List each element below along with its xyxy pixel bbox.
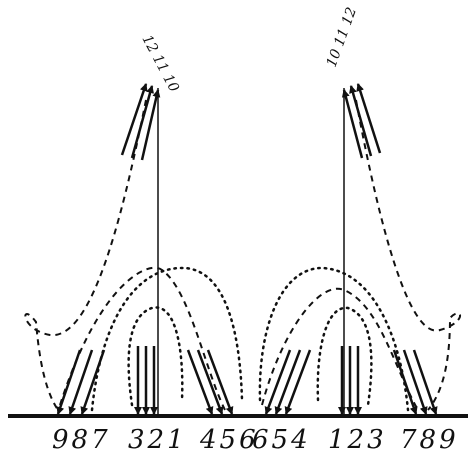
arrow-group-987 [56, 349, 106, 415]
arrow-group-321 [134, 346, 158, 415]
left-top-arrow-bundle [120, 83, 161, 161]
right-dotted-arch-inner [316, 306, 373, 407]
arrow-group-456 [186, 349, 234, 415]
right-dotted-arch-outer [258, 266, 410, 412]
right-top-label: 10 11 12 [324, 5, 360, 69]
label-987: 987 [52, 425, 111, 455]
label-789: 789 [400, 425, 459, 455]
arrow-group-123 [338, 346, 362, 415]
label-321: 321 [128, 425, 187, 455]
label-123: 123 [328, 425, 387, 455]
left-dotted-arch-inner [127, 306, 184, 407]
label-654: 654 [252, 425, 311, 455]
left-outer-dashed-curve [24, 99, 147, 411]
left-inner-dashed-loop [59, 266, 226, 411]
arrow-group-654 [264, 349, 312, 415]
right-top-arrow-bundle [341, 83, 382, 159]
left-dotted-arch-outer [90, 266, 244, 412]
label-456: 456 [199, 425, 259, 455]
right-outer-dashed-curve [355, 99, 461, 411]
